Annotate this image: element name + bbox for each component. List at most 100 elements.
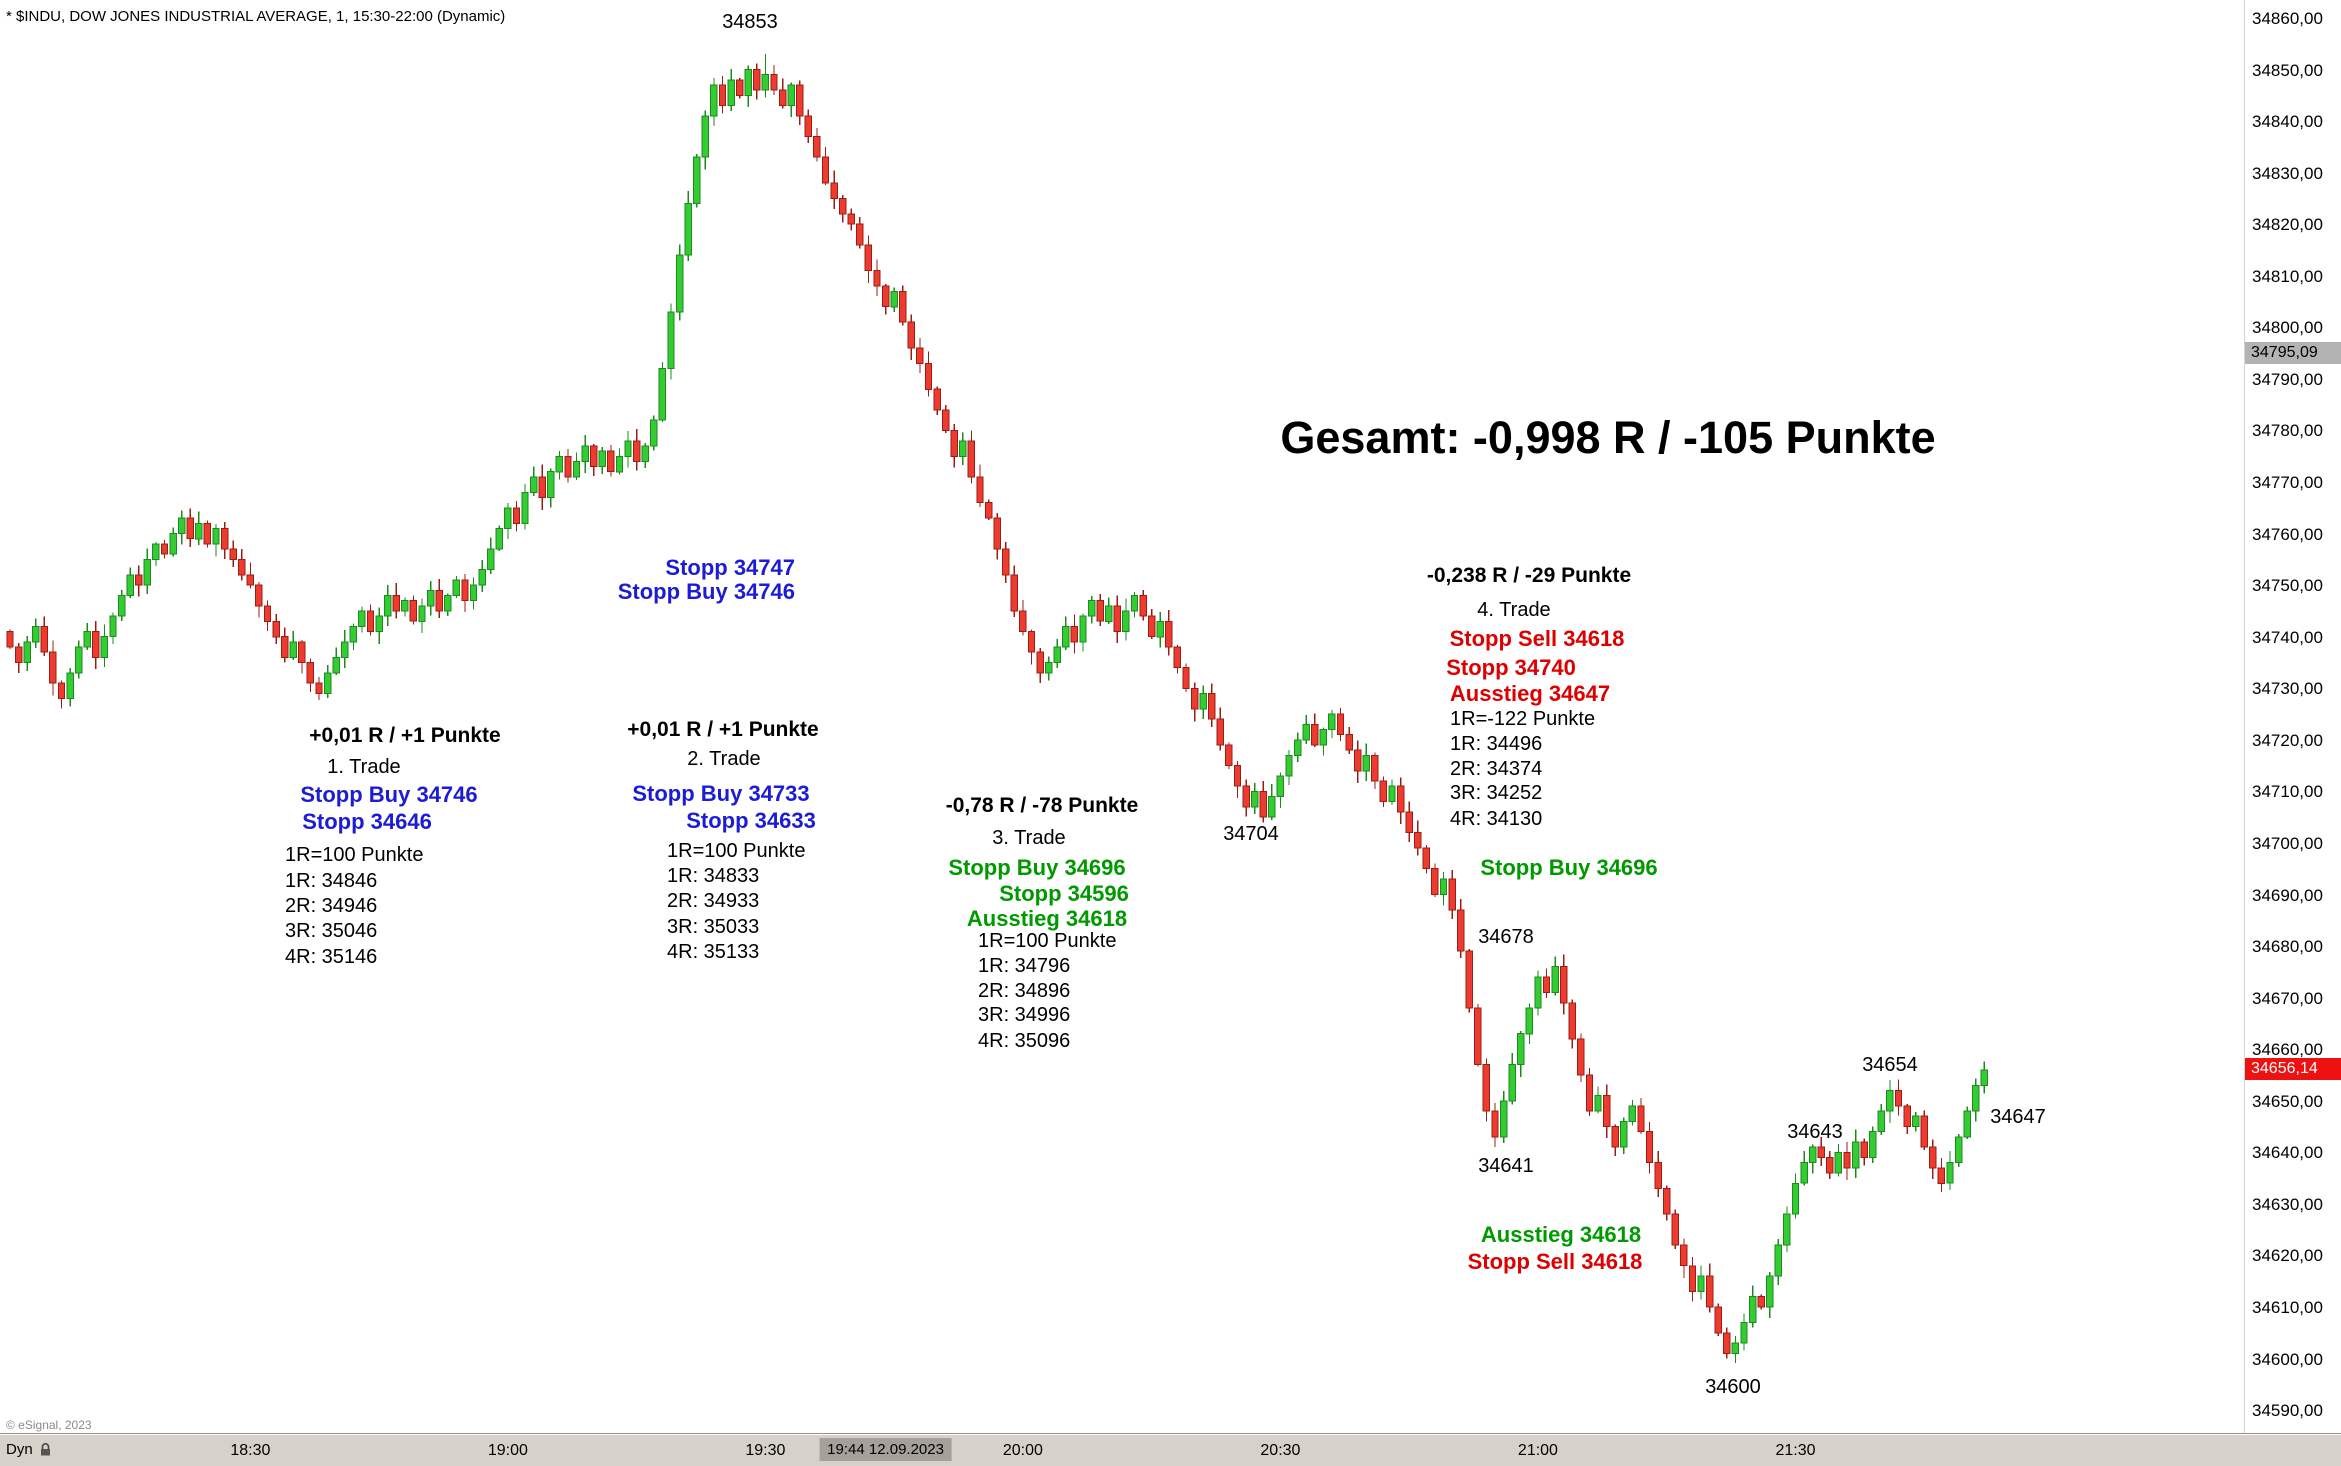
low-price-label-34600: 34600 bbox=[1705, 1376, 1761, 1398]
price-tick-label: 34750,00 bbox=[2252, 576, 2323, 596]
trade1-r3: 3R: 35046 bbox=[285, 920, 378, 942]
time-tick-label: 20:30 bbox=[1260, 1442, 1301, 1459]
trade2-number: 2. Trade bbox=[687, 748, 761, 770]
trade1-stopbuy: Stopp Buy 34746 bbox=[300, 782, 478, 807]
symbol-title: * $INDU, DOW JONES INDUSTRIAL AVERAGE, 1… bbox=[6, 8, 506, 25]
trade1-r2: 2R: 34946 bbox=[285, 895, 378, 917]
price-label-34647: 34647 bbox=[1990, 1106, 2046, 1128]
price-tick-label: 34610,00 bbox=[2252, 1298, 2323, 1317]
trade1-r4: 4R: 35146 bbox=[285, 946, 378, 968]
trade2-r4: 4R: 35133 bbox=[667, 941, 760, 963]
trade4-r2: 2R: 34374 bbox=[1450, 758, 1543, 780]
trade1-stop-line2: Stopp 34747 bbox=[665, 555, 795, 580]
lock-icon[interactable] bbox=[38, 1442, 53, 1457]
price-tick-label: 34790,00 bbox=[2252, 369, 2323, 389]
trade2-stop: Stopp 34633 bbox=[686, 808, 816, 833]
price-tick-label: 34710,00 bbox=[2252, 782, 2323, 802]
price-tick-label: 34840,00 bbox=[2252, 112, 2323, 132]
price-tick-label: 34810,00 bbox=[2252, 266, 2323, 286]
trade4-r0: 1R=-122 Punkte bbox=[1450, 708, 1596, 730]
trade3-exit: Ausstieg 34618 bbox=[966, 906, 1128, 931]
trade1-stop: Stopp 34646 bbox=[302, 809, 432, 834]
price-tick-label: 34780,00 bbox=[2252, 421, 2323, 441]
price-tick-label: 34690,00 bbox=[2252, 885, 2323, 905]
price-tick-label: 34720,00 bbox=[2252, 730, 2323, 750]
time-tick-label: 18:30 bbox=[230, 1442, 271, 1459]
trade3-result: -0,78 R / -78 Punkte bbox=[945, 794, 1139, 817]
trade4-r1: 1R: 34496 bbox=[1450, 733, 1543, 755]
price-tick-label: 34740,00 bbox=[2252, 627, 2323, 647]
price-tick-label: 34770,00 bbox=[2252, 473, 2323, 493]
trade2-r3: 3R: 35033 bbox=[667, 916, 760, 938]
trade1-r1: 1R: 34846 bbox=[285, 870, 378, 892]
trade2-r0: 1R=100 Punkte bbox=[667, 840, 806, 862]
price-tick-label: 34820,00 bbox=[2252, 215, 2323, 235]
candlestick-series bbox=[6, 54, 1988, 1363]
trade2-r1: 1R: 34833 bbox=[667, 865, 760, 887]
price-tick-label: 34730,00 bbox=[2252, 679, 2323, 699]
trade4-exit: Ausstieg 34647 bbox=[1449, 681, 1611, 706]
price-tick-label: 34640,00 bbox=[2252, 1143, 2323, 1163]
trade3-r2: 2R: 34896 bbox=[978, 980, 1071, 1002]
time-tick-label: 21:00 bbox=[1517, 1442, 1558, 1459]
chart-plot-area[interactable]: 34853 Gesamt: -0,998 R / -105 Punkte Stopp… bbox=[0, 0, 2244, 1433]
exit-label-34618: Ausstieg 34618 bbox=[1480, 1222, 1642, 1247]
trade1-number: 1. Trade bbox=[327, 756, 401, 778]
swing-high-label-34678: 34678 bbox=[1478, 926, 1534, 948]
price-tick-label: 34660,00 bbox=[2252, 1040, 2323, 1060]
price-tick-label: 34600,00 bbox=[2252, 1349, 2323, 1369]
trade1-result: +0,01 R / +1 Punkte bbox=[309, 724, 501, 747]
price-tick-label: 34800,00 bbox=[2252, 318, 2323, 338]
price-tick-label: 34850,00 bbox=[2252, 60, 2323, 80]
trade4-stopsell: Stopp Sell 34618 bbox=[1449, 626, 1625, 651]
time-tick-label: 19:30 bbox=[745, 1442, 786, 1459]
price-tick-label: 34830,00 bbox=[2252, 163, 2323, 183]
swing-low-label-34641: 34641 bbox=[1478, 1155, 1534, 1177]
trade3-number: 3. Trade bbox=[992, 827, 1066, 849]
time-tick-label: 19:00 bbox=[487, 1442, 528, 1459]
trade4-r3: 3R: 34252 bbox=[1450, 782, 1543, 804]
price-tick-label: 34620,00 bbox=[2252, 1246, 2323, 1266]
time-tick-label: 21:30 bbox=[1775, 1442, 1816, 1459]
price-tick-label: 34760,00 bbox=[2252, 524, 2323, 544]
price-tick-label: 34680,00 bbox=[2252, 937, 2323, 957]
price-tick-label: 34590,00 bbox=[2252, 1401, 2323, 1421]
trade3-stopbuy: Stopp Buy 34696 bbox=[948, 855, 1126, 880]
reference-price-box: 34795,09 bbox=[2245, 341, 2341, 364]
trade3-r1: 1R: 34796 bbox=[978, 955, 1071, 977]
trade2-r2: 2R: 34933 bbox=[667, 890, 760, 912]
trade4-r4: 4R: 34130 bbox=[1450, 808, 1543, 830]
trade1-stop-line1: Stopp Buy 34746 bbox=[617, 579, 795, 604]
trade2-result: +0,01 R / +1 Punkte bbox=[627, 718, 819, 741]
trade3-stop: Stopp 34596 bbox=[999, 881, 1129, 906]
trade1-r0: 1R=100 Punkte bbox=[285, 844, 424, 866]
stopbuy-trigger-label: Stopp Buy 34696 bbox=[1480, 855, 1658, 880]
dyn-label: Dyn bbox=[6, 1441, 33, 1458]
dyn-mode-button[interactable]: Dyn bbox=[6, 1441, 53, 1458]
trade4-stop: Stopp 34740 bbox=[1446, 655, 1576, 680]
time-tick-label: 20:00 bbox=[1002, 1442, 1043, 1459]
price-tick-label: 34650,00 bbox=[2252, 1091, 2323, 1111]
price-tick-label: 34630,00 bbox=[2252, 1194, 2323, 1214]
time-axis[interactable]: Dyn 19:44 12.09.2023 18:30 19:00 19:30 20:0… bbox=[0, 1433, 2341, 1466]
copyright-label: © eSignal, 2023 bbox=[6, 1418, 92, 1432]
swing-high-label-34643: 34643 bbox=[1787, 1121, 1843, 1143]
low-price-label-34704: 34704 bbox=[1223, 823, 1279, 845]
trade2-stopbuy: Stopp Buy 34733 bbox=[632, 781, 810, 806]
total-result-label: Gesamt: -0,998 R / -105 Punkte bbox=[1280, 412, 1936, 463]
trade4-number: 4. Trade bbox=[1477, 599, 1551, 621]
price-tick-label: 34860,00 bbox=[2252, 9, 2323, 28]
price-tick-label: 34670,00 bbox=[2252, 988, 2323, 1008]
last-price-box: 34656,14 bbox=[2245, 1058, 2341, 1081]
price-tick-label: 34700,00 bbox=[2252, 833, 2323, 853]
peak-price-label: 34853 bbox=[722, 11, 778, 33]
trade3-r0: 1R=100 Punkte bbox=[978, 930, 1117, 952]
price-axis[interactable]: 34860,00 34850,00 34840,00 34830,00 34820,00… bbox=[2244, 0, 2341, 1433]
stopsell-label-34618: Stopp Sell 34618 bbox=[1467, 1249, 1643, 1274]
trade3-r4: 4R: 35096 bbox=[978, 1030, 1071, 1052]
trade3-r3: 3R: 34996 bbox=[978, 1004, 1071, 1026]
swing-high-label-34654: 34654 bbox=[1862, 1054, 1918, 1076]
cursor-timestamp: 19:44 12.09.2023 bbox=[819, 1438, 952, 1461]
trade4-result: -0,238 R / -29 Punkte bbox=[1426, 564, 1632, 587]
